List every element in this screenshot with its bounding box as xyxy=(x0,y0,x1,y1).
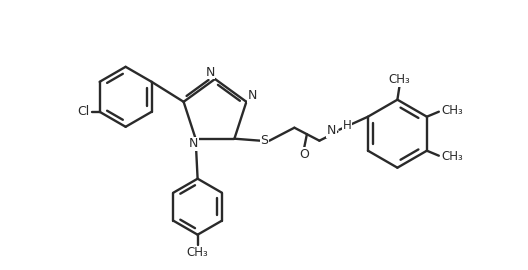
Text: N: N xyxy=(248,89,257,102)
Text: O: O xyxy=(299,148,309,161)
Text: CH₃: CH₃ xyxy=(442,104,464,117)
Text: N: N xyxy=(205,66,215,79)
Text: CH₃: CH₃ xyxy=(389,73,410,86)
Text: N: N xyxy=(189,137,199,150)
Text: CH₃: CH₃ xyxy=(442,150,464,163)
Text: H: H xyxy=(342,119,351,132)
Text: CH₃: CH₃ xyxy=(187,246,209,259)
Text: N: N xyxy=(327,124,336,137)
Text: Cl: Cl xyxy=(78,105,90,118)
Text: S: S xyxy=(260,134,268,147)
